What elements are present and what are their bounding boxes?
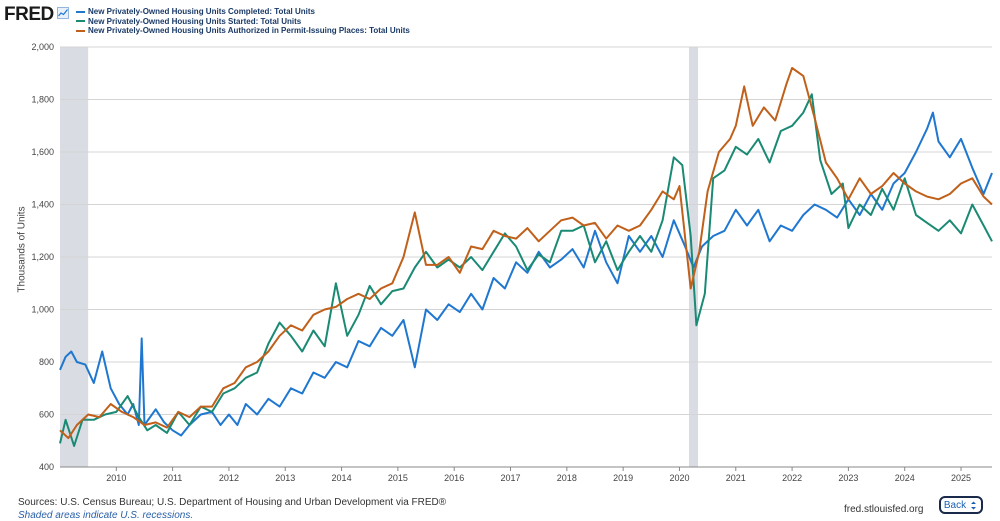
y-tick-label: 1,800 xyxy=(31,95,54,105)
x-tick-label: 2011 xyxy=(163,473,182,483)
series-line-0 xyxy=(59,111,993,437)
x-tick-label: 2017 xyxy=(500,473,520,483)
y-tick-label: 2,000 xyxy=(31,42,54,52)
recession-note: Shaded areas indicate U.S. recessions. xyxy=(18,510,194,521)
x-tick-label: 2014 xyxy=(332,473,352,483)
fred-logo: FRED xyxy=(4,4,54,25)
chart-legend: New Privately-Owned Housing Units Comple… xyxy=(76,7,410,36)
legend-label: New Privately-Owned Housing Units Starte… xyxy=(88,16,302,26)
expand-arrows-icon xyxy=(971,501,977,509)
x-tick-label: 2012 xyxy=(219,473,239,483)
site-url[interactable]: fred.stlouisfed.org xyxy=(844,504,924,515)
y-tick-label: 1,600 xyxy=(31,147,54,157)
y-tick-label: 1,200 xyxy=(31,252,54,262)
y-tick-label: 400 xyxy=(39,462,54,472)
x-tick-label: 2015 xyxy=(388,473,408,483)
y-tick-label: 800 xyxy=(39,357,54,367)
legend-item-permits: New Privately-Owned Housing Units Author… xyxy=(76,26,410,36)
x-tick-label: 2018 xyxy=(557,473,577,483)
y-tick-label: 1,000 xyxy=(31,305,54,315)
legend-swatch xyxy=(76,10,85,13)
x-tick-label: 2023 xyxy=(838,473,858,483)
y-tick-label: 600 xyxy=(39,410,54,420)
x-tick-label: 2013 xyxy=(275,473,295,483)
sources-text: Sources: U.S. Census Bureau; U.S. Depart… xyxy=(18,497,447,508)
back-button-label: Back xyxy=(943,499,967,511)
legend-item-started: New Privately-Owned Housing Units Starte… xyxy=(76,17,410,27)
legend-label: New Privately-Owned Housing Units Comple… xyxy=(88,7,315,16)
x-tick-label: 2025 xyxy=(951,473,971,483)
x-tick-label: 2016 xyxy=(444,473,464,483)
series-line-1 xyxy=(59,93,993,447)
legend-label: New Privately-Owned Housing Units Author… xyxy=(88,26,410,35)
y-tick-label: 1,400 xyxy=(31,200,54,210)
legend-item-completed: New Privately-Owned Housing Units Comple… xyxy=(76,7,410,17)
x-tick-label: 2010 xyxy=(106,473,126,483)
legend-swatch xyxy=(76,20,85,23)
x-tick-label: 2020 xyxy=(669,473,689,483)
x-tick-label: 2024 xyxy=(895,473,915,483)
x-tick-label: 2019 xyxy=(613,473,633,483)
chart-line-icon xyxy=(57,7,69,19)
back-button[interactable]: Back xyxy=(939,496,983,514)
series-line-2 xyxy=(59,67,993,440)
legend-swatch xyxy=(76,29,85,32)
x-tick-label: 2021 xyxy=(726,473,746,483)
x-tick-label: 2022 xyxy=(782,473,802,483)
